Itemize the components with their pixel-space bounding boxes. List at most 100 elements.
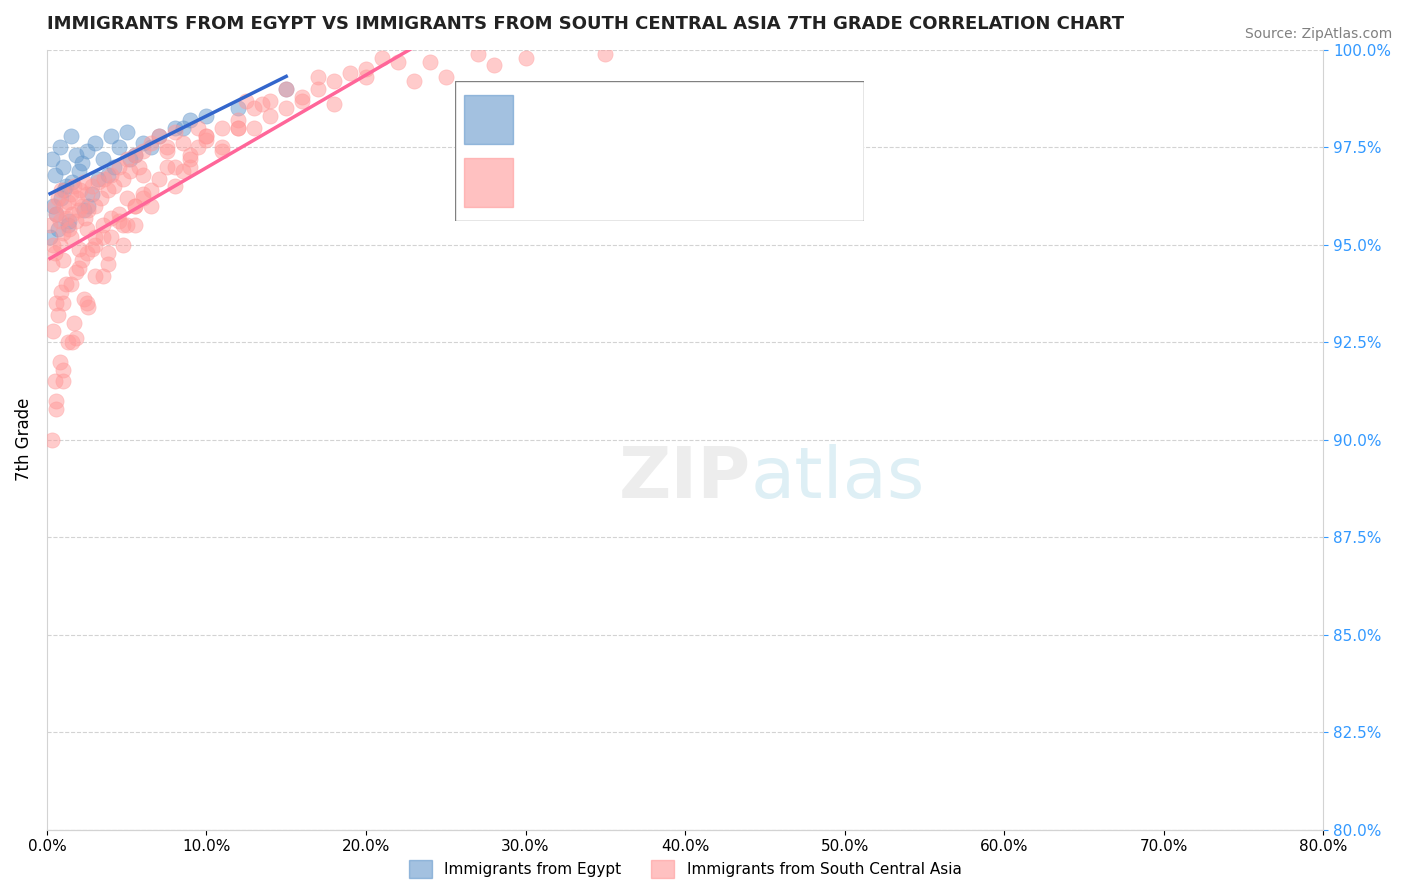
Point — [77, 202, 100, 217]
Point — [155, 140, 177, 154]
Point — [41, 152, 63, 166]
Point — [148, 128, 170, 143]
Point — [83, 230, 105, 244]
Point — [291, 94, 314, 108]
Point — [52, 362, 75, 376]
Point — [402, 74, 425, 88]
Point — [52, 226, 75, 240]
Point — [52, 160, 75, 174]
Point — [323, 97, 346, 112]
Point — [179, 113, 201, 128]
Point — [83, 199, 105, 213]
Text: Source: ZipAtlas.com: Source: ZipAtlas.com — [1244, 27, 1392, 41]
Point — [339, 66, 361, 80]
Point — [163, 120, 186, 135]
Point — [67, 202, 90, 217]
Text: IMMIGRANTS FROM EGYPT VS IMMIGRANTS FROM SOUTH CENTRAL ASIA 7TH GRADE CORRELATIO: IMMIGRANTS FROM EGYPT VS IMMIGRANTS FROM… — [46, 15, 1123, 33]
Point — [276, 82, 298, 96]
Point — [53, 199, 76, 213]
Point — [58, 214, 80, 228]
Point — [93, 171, 115, 186]
Point — [163, 160, 186, 174]
Point — [69, 183, 91, 197]
Point — [80, 179, 103, 194]
Point — [48, 237, 70, 252]
Point — [112, 219, 135, 233]
Point — [76, 187, 98, 202]
Point — [252, 97, 274, 112]
Point — [354, 70, 377, 84]
Point — [91, 230, 114, 244]
Point — [44, 168, 66, 182]
Point — [112, 171, 135, 186]
Point — [139, 199, 162, 213]
Point — [103, 179, 125, 194]
Point — [112, 237, 135, 252]
Point — [44, 199, 66, 213]
Point — [52, 374, 75, 388]
Point — [387, 54, 409, 69]
Point — [51, 285, 73, 299]
Point — [80, 242, 103, 256]
Point — [307, 70, 329, 84]
Point — [100, 168, 122, 182]
Point — [124, 148, 146, 162]
Point — [66, 191, 89, 205]
Point — [187, 140, 209, 154]
Point — [163, 125, 186, 139]
Point — [65, 214, 87, 228]
Point — [172, 163, 194, 178]
Point — [56, 194, 79, 209]
Point — [276, 101, 298, 115]
Point — [482, 58, 505, 72]
Point — [107, 140, 129, 154]
Point — [59, 187, 82, 202]
Point — [259, 109, 281, 123]
Point — [67, 163, 90, 178]
Point — [107, 214, 129, 228]
Point — [155, 145, 177, 159]
Point — [39, 230, 62, 244]
Point — [91, 219, 114, 233]
Point — [75, 211, 97, 225]
Point — [67, 242, 90, 256]
Point — [172, 120, 194, 135]
Point — [48, 140, 70, 154]
Point — [48, 214, 70, 228]
Point — [62, 206, 84, 220]
Point — [115, 191, 138, 205]
Point — [63, 179, 86, 194]
Point — [91, 152, 114, 166]
Point — [148, 171, 170, 186]
Point — [48, 355, 70, 369]
Point — [63, 316, 86, 330]
Point — [96, 168, 118, 182]
Point — [163, 179, 186, 194]
Point — [65, 265, 87, 279]
Point — [58, 222, 80, 236]
Point — [72, 175, 94, 189]
Point — [42, 237, 65, 252]
Point — [211, 120, 233, 135]
Point — [323, 74, 346, 88]
Point — [595, 46, 617, 61]
Point — [291, 89, 314, 103]
Point — [59, 128, 82, 143]
Point — [39, 219, 62, 233]
Point — [72, 293, 94, 307]
Point — [83, 237, 105, 252]
Point — [131, 145, 153, 159]
Point — [100, 128, 122, 143]
Point — [44, 374, 66, 388]
Y-axis label: 7th Grade: 7th Grade — [15, 398, 32, 482]
Point — [100, 230, 122, 244]
Point — [131, 187, 153, 202]
Point — [195, 128, 218, 143]
Point — [65, 148, 87, 162]
Point — [52, 296, 75, 310]
Point — [179, 148, 201, 162]
Point — [76, 296, 98, 310]
Point — [83, 268, 105, 283]
Point — [139, 140, 162, 154]
Point — [96, 183, 118, 197]
